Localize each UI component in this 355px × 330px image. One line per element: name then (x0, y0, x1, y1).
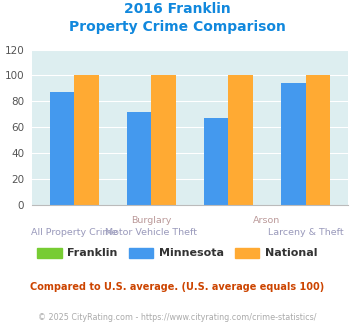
Text: Arson: Arson (253, 216, 280, 225)
Text: Burglary: Burglary (131, 216, 171, 225)
Text: All Property Crime: All Property Crime (31, 228, 118, 237)
Bar (74, 75, 99, 205)
Bar (204, 118, 229, 205)
Bar (151, 75, 176, 205)
Bar (306, 75, 330, 205)
Text: Larceny & Theft: Larceny & Theft (268, 228, 343, 237)
Bar (229, 75, 253, 205)
Bar (50, 92, 74, 205)
Text: Motor Vehicle Theft: Motor Vehicle Theft (105, 228, 197, 237)
Text: Property Crime Comparison: Property Crime Comparison (69, 20, 286, 34)
Text: Compared to U.S. average. (U.S. average equals 100): Compared to U.S. average. (U.S. average … (31, 282, 324, 292)
Bar (127, 112, 151, 205)
Legend: Franklin, Minnesota, National: Franklin, Minnesota, National (33, 243, 322, 263)
Bar (281, 83, 306, 205)
Text: 2016 Franklin: 2016 Franklin (124, 2, 231, 16)
Text: © 2025 CityRating.com - https://www.cityrating.com/crime-statistics/: © 2025 CityRating.com - https://www.city… (38, 314, 317, 322)
